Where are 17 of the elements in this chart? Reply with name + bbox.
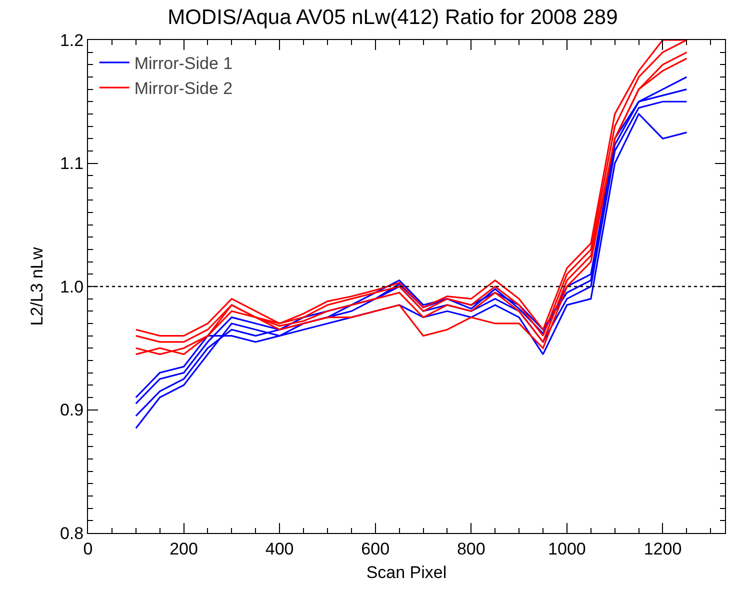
y-tick-label: 0.9 — [60, 400, 84, 420]
y-tick-label: 1.2 — [60, 30, 84, 50]
legend-label: Mirror-Side 1 — [134, 54, 233, 74]
x-tick-label: 1200 — [644, 539, 682, 558]
y-axis-title: L2/L3 nLw — [28, 246, 47, 326]
legend-label: Mirror-Side 2 — [134, 79, 233, 98]
y-tick-label: 1.1 — [60, 154, 84, 174]
chart-title: MODIS/Aqua AV05 nLw(412) Ratio for 2008 289 — [168, 6, 618, 29]
x-tick-label: 0 — [83, 539, 93, 558]
x-tick-label: 600 — [361, 539, 390, 558]
y-tick-label: 0.8 — [60, 524, 84, 543]
y-tick-label: 1.0 — [60, 277, 84, 296]
x-tick-label: 200 — [170, 539, 198, 558]
x-tick-label: 800 — [456, 539, 486, 558]
x-tick-label: 1000 — [548, 539, 586, 558]
x-tick-label: 400 — [265, 539, 294, 558]
x-axis-title: Scan Pixel — [366, 562, 447, 582]
